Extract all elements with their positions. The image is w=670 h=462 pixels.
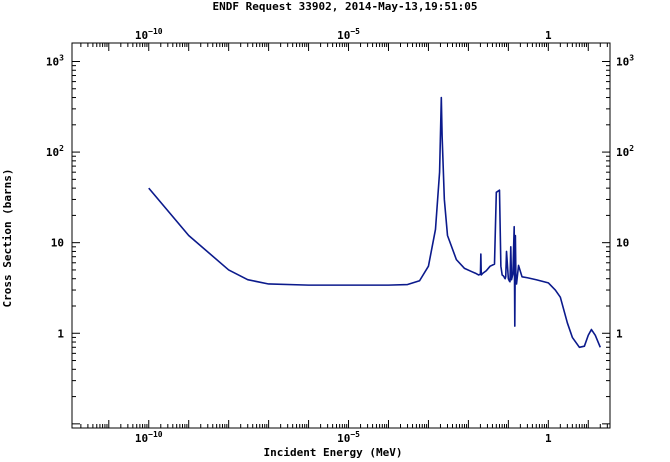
x-axis-label: Incident Energy (MeV) [263, 446, 402, 459]
x-tick-label-bottom: 10−10 [135, 430, 163, 445]
x-tick-label-top: 10−10 [135, 27, 163, 42]
y-tick-label-right: 103 [616, 53, 634, 68]
y-tick-label-left: 10 [51, 237, 64, 250]
y-tick-label-left: 102 [46, 144, 64, 159]
y-tick-label-left: 1 [57, 327, 64, 340]
y-tick-label-right: 1 [616, 327, 623, 340]
axis-ticks [72, 43, 610, 429]
y-tick-label-left: 103 [46, 53, 64, 68]
x-tick-label-bottom: 10−5 [337, 430, 360, 445]
series-line [148, 96, 602, 349]
y-tick-label-right: 10 [616, 237, 629, 250]
plot-frame [71, 42, 611, 429]
x-tick-label-bottom: 1 [545, 432, 552, 445]
chart-title: ENDF Request 33902, 2014-May-13,19:51:05 [213, 0, 478, 13]
x-tick-label-top: 1 [545, 29, 552, 42]
tick-labels: 10−10 10−10 10−5 10−5 1 1 1 1 10 10 102 102 103 103 [46, 27, 634, 445]
y-axis-label: Cross Section (barns) [1, 168, 14, 307]
y-tick-label-right: 102 [616, 144, 634, 159]
x-tick-label-top: 10−5 [337, 27, 360, 42]
